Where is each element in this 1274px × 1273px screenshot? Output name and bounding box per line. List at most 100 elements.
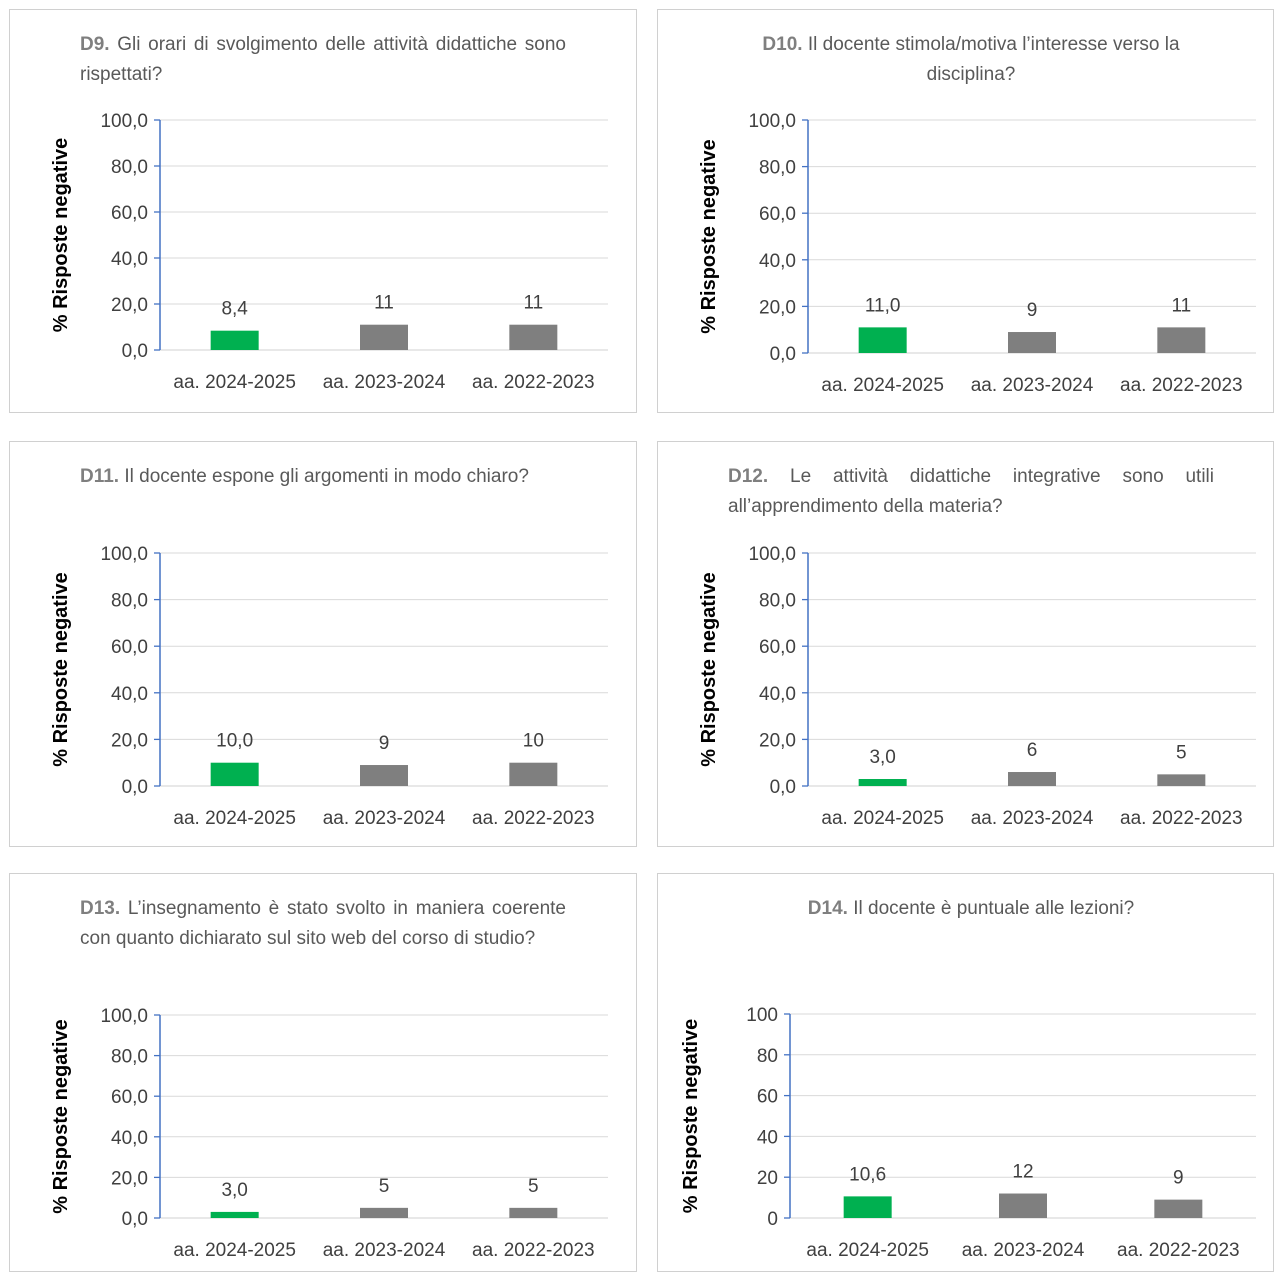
y-tick-label: 40 [757,1127,778,1148]
question-id: D9. [80,34,110,55]
y-tick-label: 40,0 [759,684,796,705]
bar [509,324,558,350]
bar [1154,1199,1203,1218]
x-tick-label: aa. 2024-2025 [173,372,296,393]
bar [858,779,907,786]
y-tick-label: 0,0 [122,341,148,362]
bar-chart-d12: 0,0 20,0 40,0 60,0 80,0 100,0 % Risposte negat… [698,544,1256,829]
y-tick-label: 60,0 [111,637,148,658]
chart-title: D10. Il docente stimola/motiva l’interes… [718,30,1224,90]
data-label: 11 [523,293,543,314]
chart-panel-d12: D12. Le attività didattiche integrative … [657,441,1274,847]
data-label: 5 [1176,742,1187,763]
y-tick-label: 100,0 [100,111,148,132]
x-tick-label: aa. 2022-2023 [472,808,595,829]
question-text: Il docente espone gli argomenti in modo … [124,466,529,487]
bar [858,327,907,353]
bar [1157,774,1206,786]
data-label: 6 [1027,740,1038,761]
bar [210,330,259,350]
y-axis-title: % Risposte negative [50,572,72,767]
bar-chart-d11: 0,0 20,0 40,0 60,0 80,0 100,0 % Risposte negat… [50,544,608,829]
data-label: 10 [523,731,544,752]
y-tick-label: 0,0 [770,777,796,798]
bar [210,762,259,786]
y-axis-title: % Risposte negative [680,1019,702,1214]
y-tick-label: 80,0 [759,591,796,612]
y-axis-title: % Risposte negative [50,1019,72,1214]
y-tick-label: 100 [746,1005,778,1026]
x-tick-label: aa. 2023-2024 [962,1240,1085,1261]
bar [509,762,558,786]
x-tick-label: aa. 2024-2025 [806,1240,929,1261]
chart-title: D14. Il docente è puntuale alle lezioni? [718,894,1224,924]
data-label: 11 [1171,295,1191,316]
question-id: D11. [80,466,120,487]
bar [843,1196,892,1218]
y-tick-label: 60,0 [111,203,148,224]
x-tick-label: aa. 2022-2023 [1117,1240,1240,1261]
chart-panel-d14: D14. Il docente è puntuale alle lezioni?… [657,873,1274,1272]
chart-panel-d9: D9. Gli orari di svolgimento delle attiv… [9,9,637,413]
question-id: D13. [80,898,121,919]
bar [1008,772,1056,786]
data-label: 3,0 [221,1180,247,1201]
bar-chart-d10: 0,0 20,0 40,0 60,0 80,0 100,0 % Risposte negat… [698,111,1256,396]
question-text: L’insegnamento è stato svolto in maniera… [80,898,566,949]
x-tick-label: aa. 2022-2023 [1120,808,1243,829]
data-label: 10,0 [216,731,253,752]
y-tick-label: 40,0 [111,684,148,705]
question-text: Le attività didattiche integrative sono … [728,466,1214,517]
x-tick-label: aa. 2023-2024 [323,372,446,393]
bar [509,1207,558,1218]
question-id: D10. [762,34,803,55]
bar [360,1207,408,1218]
bar-chart-d9: 0,0 20,0 40,0 60,0 80,0 100,0 % Risposte negat… [50,111,608,393]
y-tick-label: 20,0 [759,730,796,751]
data-label: 11 [374,293,394,314]
y-tick-label: 40,0 [759,251,796,272]
data-label: 5 [379,1176,390,1197]
chart-title: D9. Gli orari di svolgimento delle attiv… [80,30,566,90]
chart-panel-d10: D10. Il docente stimola/motiva l’interes… [657,9,1274,413]
x-tick-label: aa. 2023-2024 [971,808,1094,829]
y-tick-label: 60,0 [759,204,796,225]
question-text: Il docente è puntuale alle lezioni? [853,898,1135,919]
y-tick-label: 80,0 [111,1047,148,1068]
chart-title: D13. L’insegnamento è stato svolto in ma… [80,894,566,954]
chart-title: D11. Il docente espone gli argomenti in … [80,462,566,492]
chart-title: D12. Le attività didattiche integrative … [728,462,1214,522]
bar [1008,332,1056,353]
data-label: 8,4 [221,299,248,320]
bar [210,1211,259,1218]
data-label: 3,0 [869,747,895,768]
data-label: 10,6 [849,1164,886,1185]
data-label: 9 [1027,300,1038,321]
y-tick-label: 100,0 [748,111,796,132]
x-tick-label: aa. 2023-2024 [971,375,1094,396]
data-label: 12 [1012,1162,1033,1183]
y-tick-label: 100,0 [100,544,148,565]
y-tick-label: 20,0 [111,1168,148,1189]
x-tick-label: aa. 2022-2023 [1120,375,1243,396]
data-label: 5 [528,1176,539,1197]
question-text: Gli orari di svolgimento delle attività … [80,34,566,85]
y-tick-label: 80,0 [759,158,796,179]
bar [999,1193,1047,1218]
chart-panel-d11: D11. Il docente espone gli argomenti in … [9,441,637,847]
data-label: 9 [379,733,390,754]
chart-panel-d13: D13. L’insegnamento è stato svolto in ma… [9,873,637,1272]
question-text: Il docente stimola/motiva l’interesse ve… [807,34,1180,85]
y-tick-label: 60,0 [111,1087,148,1108]
y-tick-label: 80 [757,1046,778,1067]
x-tick-label: aa. 2024-2025 [173,1240,296,1261]
x-tick-label: aa. 2023-2024 [323,808,446,829]
y-tick-label: 60 [757,1087,778,1108]
y-axis-title: % Risposte negative [50,138,72,333]
question-id: D12. [728,466,769,487]
y-tick-label: 20,0 [111,730,148,751]
x-tick-label: aa. 2024-2025 [821,375,944,396]
y-tick-label: 20 [757,1168,778,1189]
y-tick-label: 0,0 [770,344,796,365]
y-axis-title: % Risposte negative [698,139,720,334]
